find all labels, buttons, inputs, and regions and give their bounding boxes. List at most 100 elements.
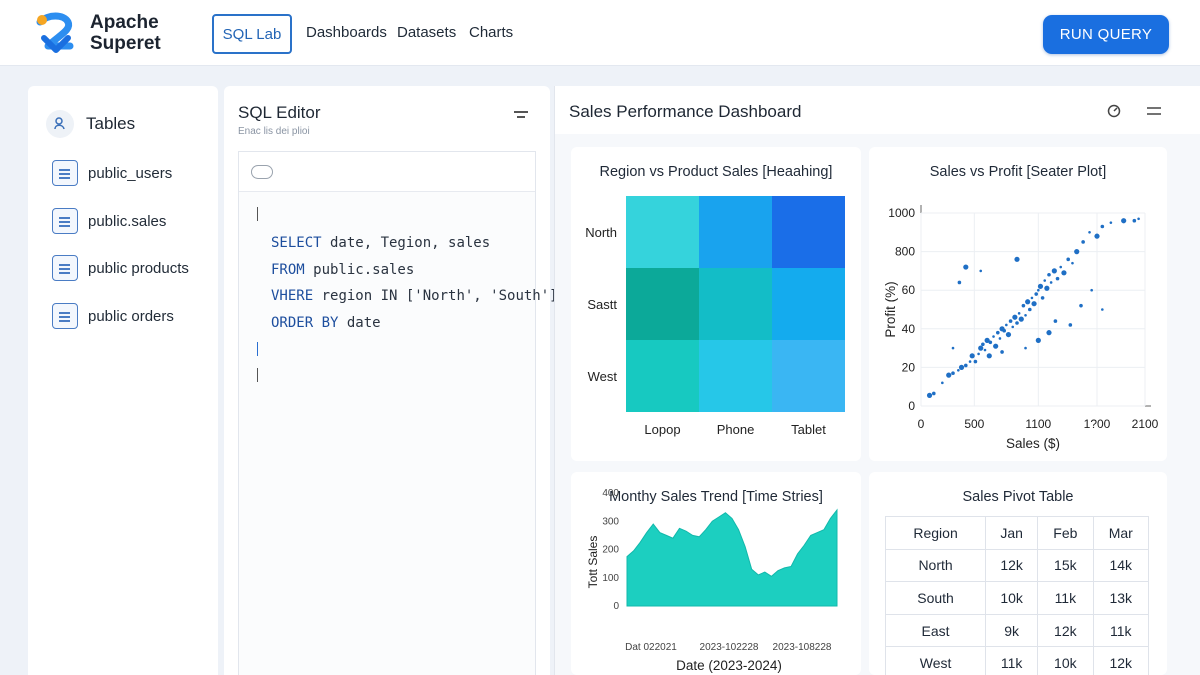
table-doc-icon — [52, 160, 78, 186]
y-tick-label: 20 — [902, 360, 916, 374]
scatter-point — [1059, 265, 1063, 269]
scatter-title: Sales vs Profit [Seater Plot] — [929, 164, 1107, 180]
pivot-title: Sales Pivot Table — [962, 489, 1074, 505]
text-caret — [257, 368, 259, 382]
pivot-cell: West — [884, 646, 987, 675]
nav-datasets[interactable]: Datasets — [397, 24, 457, 41]
scatter-point — [1005, 323, 1008, 327]
scatter-point — [1061, 270, 1067, 276]
scatter-point — [979, 269, 983, 273]
sidebar-item-public-sales[interactable]: public.sales — [52, 208, 166, 234]
sidebar-item-public-users[interactable]: public_users — [52, 160, 172, 186]
tables-title: Tables — [86, 114, 136, 133]
sql-code-editor[interactable]: SELECT date, Tegion, sales FROM public.sa… — [238, 151, 558, 675]
scatter-point — [941, 381, 944, 385]
scatter-point — [1005, 331, 1012, 338]
x-tick-label: 2100 — [1132, 417, 1159, 431]
table-row: West 11k 10k 12k — [884, 646, 1150, 675]
heatmap-row-label: North — [585, 225, 617, 240]
app-logo-text: Apache Superet — [90, 12, 161, 54]
heatmap-cell — [699, 268, 772, 340]
scatter-x-label: Sales ($) — [1006, 436, 1060, 451]
dashboard-header: Sales Performance Dashboard — [555, 86, 1200, 134]
scatter-point — [1018, 316, 1024, 322]
sql-editor-title: SQL Editor — [238, 103, 321, 122]
scatter-point — [998, 337, 1002, 340]
sql-text: date — [338, 314, 381, 331]
heatmap-cell — [699, 196, 772, 268]
filter-icon[interactable] — [512, 108, 530, 122]
code-line: ORDER BY date — [271, 310, 558, 337]
heatmap-row-label: West — [588, 369, 618, 384]
table-row: East 9k 12k 11k — [884, 613, 1150, 648]
scatter-point — [946, 372, 952, 378]
menu-icon[interactable] — [1145, 104, 1163, 118]
nav-charts[interactable]: Charts — [469, 24, 514, 41]
refresh-icon[interactable] — [1105, 104, 1123, 118]
app-logo[interactable]: Apache Superet — [34, 12, 184, 58]
heatmap-card: Region vs Product Sales [Heaahing] North… — [571, 147, 861, 461]
trend-title: Monthy Sales Trend [Time Stries] — [609, 489, 823, 505]
scatter-point — [1002, 328, 1006, 333]
scatter-point — [932, 391, 936, 396]
scatter-point — [1079, 303, 1083, 308]
sql-editor-subtitle: Enac lis dei plioi — [238, 126, 310, 137]
sidebar-item-public-products[interactable]: public products — [52, 255, 189, 281]
heatmap-cell — [699, 340, 772, 412]
scatter-point — [973, 359, 978, 364]
run-query-button[interactable]: RUN QUERY — [1043, 15, 1169, 54]
scatter-point — [1043, 279, 1047, 282]
scatter-point — [1000, 350, 1004, 354]
scatter-point — [968, 360, 972, 363]
heatmap-row-label: Sastt — [587, 297, 617, 312]
y-tick-label: 400 — [602, 488, 619, 499]
pivot-cell: East — [884, 613, 987, 648]
heatmap-cell — [626, 340, 699, 412]
code-line: FROM public.sales — [271, 257, 558, 284]
tables-header: Tables — [46, 110, 135, 138]
scatter-point — [1028, 307, 1032, 312]
scatter-point — [1132, 218, 1137, 223]
heatmap-col-label: Tablet — [791, 422, 826, 437]
scatter-point — [1015, 321, 1019, 325]
scatter-point — [1137, 217, 1140, 221]
scatter-point — [963, 264, 969, 270]
heatmap-cell — [772, 268, 845, 340]
heatmap-cell — [772, 340, 845, 412]
sidebar-item-label: public_users — [88, 164, 173, 182]
pivot-header: Mar — [1092, 516, 1150, 550]
scatter-chart: 0 20 40 60 800 1000 0 500 1100 1?00 2100 Sales ($) P… — [883, 205, 1159, 451]
scatter-point — [1101, 308, 1104, 311]
sql-code[interactable]: SELECT date, Tegion, sales FROM public.sa… — [271, 230, 558, 336]
scatter-point — [993, 343, 999, 349]
scatter-point — [1047, 272, 1051, 277]
pivot-header: Jan — [985, 516, 1039, 550]
pivot-cell: 12k — [1092, 646, 1150, 675]
y-tick-label: 40 — [902, 322, 916, 336]
pivot-cell: 9k — [985, 613, 1039, 648]
table-doc-icon — [52, 303, 78, 329]
scatter-point — [957, 368, 960, 372]
scatter-point — [1025, 299, 1031, 305]
y-tick-label: 200 — [602, 545, 619, 556]
sidebar-item-public-orders[interactable]: public orders — [52, 303, 174, 329]
scatter-point — [1035, 337, 1041, 343]
scatter-point — [1021, 303, 1026, 308]
x-tick-label: 1?00 — [1084, 417, 1111, 431]
scatter-point — [1090, 288, 1093, 292]
superset-logo-icon — [36, 12, 74, 53]
sidebar-item-label: public orders — [88, 307, 174, 325]
scatter-point — [986, 353, 992, 359]
pivot-header: Region — [884, 516, 987, 550]
sidebar-item-label: public.sales — [88, 212, 167, 230]
scatter-point — [992, 335, 995, 338]
nav-sql-lab[interactable]: SQL Lab — [212, 14, 292, 54]
sql-text: date, Tegion, sales — [321, 235, 491, 251]
scatter-point — [1024, 346, 1027, 350]
nav-dashboards[interactable]: Dashboards — [306, 24, 387, 41]
scatter-point — [951, 371, 955, 375]
toggle-icon[interactable] — [251, 165, 273, 179]
pivot-header: Feb — [1037, 516, 1094, 550]
x-tick-label: 2023-102228 — [700, 642, 759, 653]
heatmap-col-label: Phone — [717, 422, 755, 437]
